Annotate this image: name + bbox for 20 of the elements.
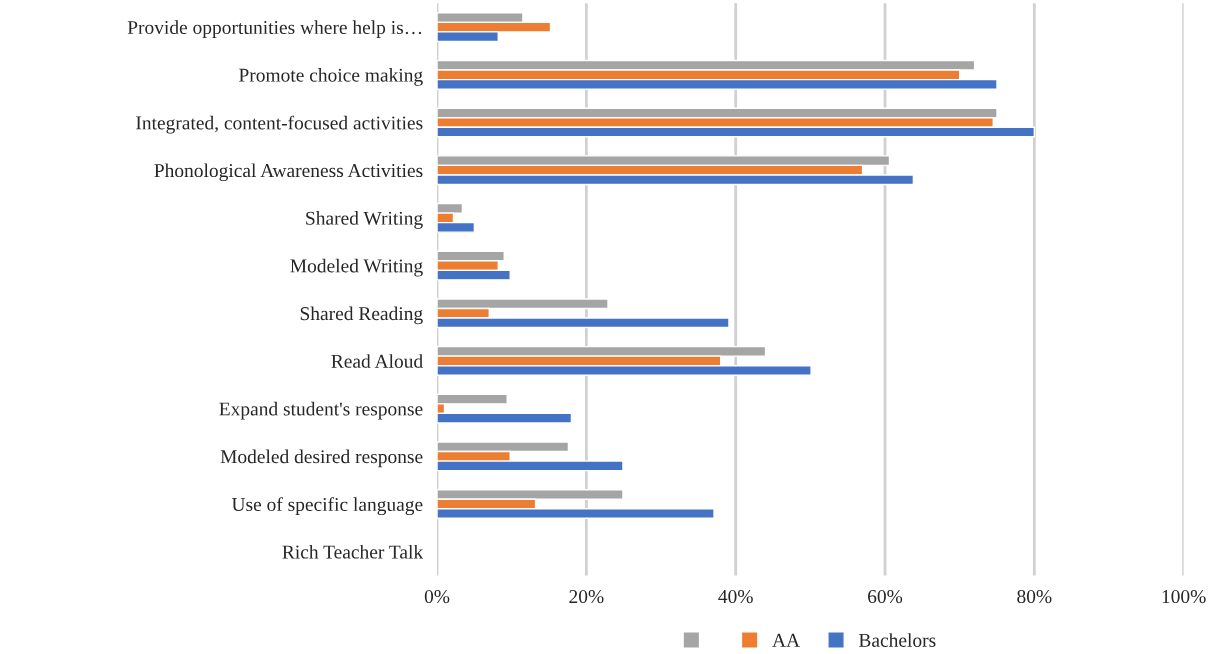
y-tick-label: Promote choice making [239,68,423,86]
y-tick-label: Provide opportunities where help is… [127,20,422,38]
y-tick-label: Use of specific language [231,497,423,516]
y-tick-label: Shared Writing [306,211,423,229]
x-tick-label: 60% [868,589,903,604]
legend-label: AA [772,633,800,647]
x-tick-label: 40% [718,589,753,604]
y-tick-label: Integrated, content-focused activities [136,115,423,134]
y-tick-label: Read Aloud [331,354,423,368]
y-tick-label: Shared Reading [300,306,423,325]
x-tick-label: 0% [424,589,450,604]
y-tick-label: Modeled desired response [220,449,423,468]
y-tick-label: Expand student's response [219,401,423,420]
y-tick-label: Modeled Writing [290,258,423,277]
y-tick-label: Rich Teacher Talk [282,544,424,559]
legend-label: Bachelors [858,633,936,647]
x-tick-label: 20% [569,589,604,604]
x-tick-label: 80% [1017,589,1052,604]
x-tick-label: 100% [1162,589,1206,604]
y-tick-label: Phonological Awareness Activities [154,163,423,182]
